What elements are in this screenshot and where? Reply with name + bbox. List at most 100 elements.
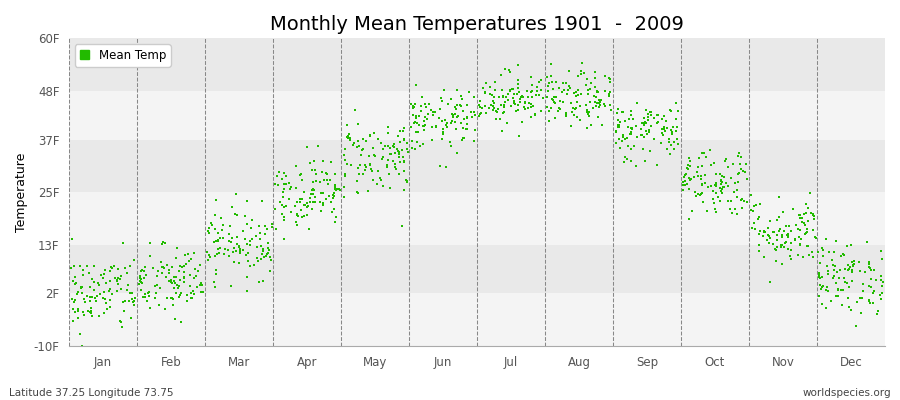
- Point: [67, 299, 81, 305]
- Point: [94, 272, 109, 278]
- Point: [305, 206, 320, 213]
- Point: [194, 289, 209, 295]
- Point: [797, 211, 812, 217]
- Point: [671, 108, 686, 114]
- Point: [409, 82, 423, 88]
- Point: [66, 306, 80, 312]
- Point: [468, 112, 482, 119]
- Point: [546, 93, 561, 100]
- Point: [175, 318, 189, 325]
- Point: [170, 282, 184, 288]
- Point: [350, 164, 365, 171]
- Point: [419, 116, 434, 122]
- Point: [572, 73, 586, 79]
- Point: [871, 308, 886, 314]
- Point: [406, 111, 420, 118]
- Point: [140, 298, 154, 304]
- Point: [747, 220, 761, 226]
- Point: [265, 224, 279, 230]
- Point: [418, 114, 433, 120]
- Point: [239, 241, 254, 248]
- Point: [695, 190, 709, 196]
- Point: [534, 108, 548, 115]
- Point: [695, 150, 709, 156]
- Point: [210, 251, 224, 257]
- Point: [664, 142, 679, 148]
- Point: [580, 76, 594, 82]
- Point: [626, 116, 640, 122]
- Point: [500, 97, 515, 104]
- Point: [655, 130, 670, 136]
- Point: [338, 146, 352, 152]
- Point: [806, 227, 821, 234]
- Point: [784, 227, 798, 234]
- Point: [815, 282, 830, 289]
- Point: [187, 275, 202, 282]
- Point: [166, 302, 180, 308]
- Point: [404, 101, 419, 108]
- Point: [647, 115, 662, 121]
- Point: [304, 167, 319, 173]
- Point: [215, 226, 230, 233]
- Point: [253, 230, 267, 236]
- Point: [439, 120, 454, 126]
- Point: [813, 282, 827, 288]
- Point: [827, 273, 842, 279]
- Point: [798, 210, 813, 216]
- Point: [752, 231, 767, 237]
- Point: [279, 180, 293, 187]
- Point: [625, 124, 639, 131]
- Point: [239, 273, 254, 280]
- Point: [277, 204, 292, 211]
- Point: [545, 97, 560, 103]
- Point: [841, 295, 855, 301]
- Point: [324, 199, 338, 205]
- Point: [791, 234, 806, 240]
- Point: [804, 210, 818, 216]
- Point: [324, 159, 338, 166]
- Point: [639, 128, 653, 135]
- Point: [590, 88, 604, 94]
- Point: [594, 122, 608, 128]
- Point: [293, 206, 308, 213]
- Point: [179, 261, 194, 268]
- Point: [666, 124, 680, 130]
- Point: [669, 100, 683, 106]
- Point: [149, 282, 164, 289]
- Point: [625, 130, 639, 137]
- Point: [404, 124, 419, 130]
- Point: [74, 285, 88, 292]
- Bar: [69, 38, 885, 91]
- Point: [814, 273, 829, 280]
- Point: [268, 226, 283, 232]
- Point: [128, 294, 142, 301]
- Point: [593, 99, 608, 106]
- Point: [81, 308, 95, 314]
- Point: [328, 171, 342, 178]
- Point: [363, 162, 377, 168]
- Point: [390, 146, 404, 152]
- Point: [263, 254, 277, 260]
- Point: [449, 150, 464, 156]
- Point: [486, 99, 500, 106]
- Point: [327, 192, 341, 199]
- Point: [392, 150, 407, 157]
- Point: [367, 152, 382, 159]
- Point: [541, 83, 555, 90]
- Point: [329, 214, 344, 220]
- Point: [790, 252, 805, 258]
- Point: [444, 119, 458, 126]
- Point: [860, 238, 875, 245]
- Point: [405, 138, 419, 144]
- Point: [305, 187, 320, 194]
- Point: [187, 290, 202, 297]
- Point: [515, 118, 529, 125]
- Point: [407, 120, 421, 126]
- Point: [788, 222, 803, 228]
- Point: [358, 162, 373, 168]
- Point: [295, 196, 310, 202]
- Point: [819, 236, 833, 242]
- Point: [397, 136, 411, 143]
- Point: [256, 248, 270, 254]
- Point: [233, 248, 248, 254]
